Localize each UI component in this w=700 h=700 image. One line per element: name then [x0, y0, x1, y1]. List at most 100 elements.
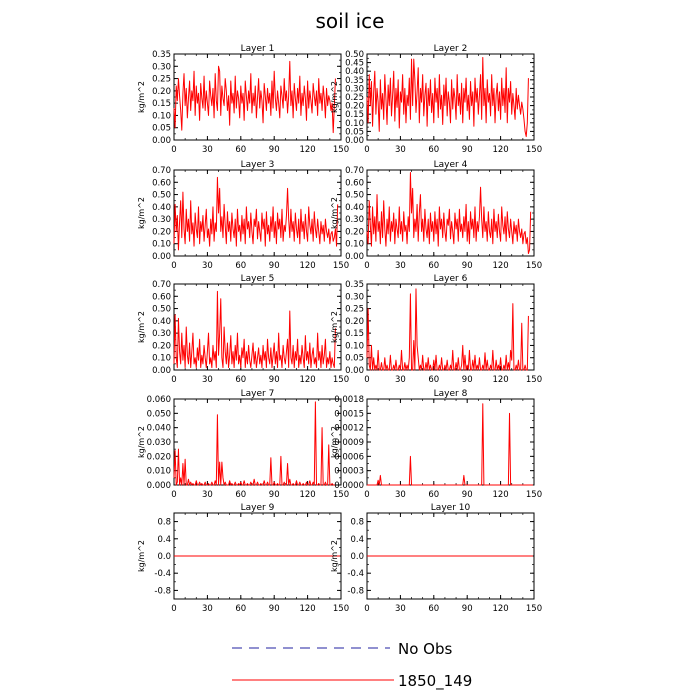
layer-6-series-1850-149: [366, 288, 529, 371]
layer-4-xtick-label: 0: [364, 261, 369, 271]
layer-10-xtick-label: 150: [526, 604, 542, 614]
layer-2-xtick-label: 30: [395, 145, 406, 155]
layer-4-xtick-label: 90: [462, 261, 473, 271]
layer-5-xtick-label: 90: [269, 375, 280, 385]
layer-1-xtick-label: 0: [171, 145, 176, 155]
layer-5-xtick-label: 120: [299, 375, 315, 385]
layer-7-ytick-label: 0.020: [147, 452, 171, 462]
layer-9-ytick-label: 0.0: [157, 552, 171, 562]
layer-8-ytick-label: 0.0009: [334, 438, 364, 448]
layer-10-ytick-label: -0.4: [347, 569, 364, 579]
layer-1-xtick-label: 30: [202, 145, 213, 155]
layer-10-ylabel: kg/m^2: [330, 540, 339, 572]
layer-7-ytick-label: 0.050: [147, 409, 171, 419]
layer-8-ylabel: kg/m^2: [330, 426, 339, 458]
layer-7-xtick-label: 60: [235, 490, 246, 500]
layer-10-xtick-label: 120: [492, 604, 508, 614]
layer-10-ytick-label: 0.0: [350, 552, 364, 562]
layer-9-xtick-label: 0: [171, 604, 176, 614]
layer-10-ytick-label: -0.8: [347, 586, 364, 596]
layer-6-ylabel: kg/m^2: [330, 311, 339, 343]
layer-1-title: Layer 1: [241, 44, 275, 54]
layer-1-panel: Layer 1 kg/m^2 0 30 60 90 120 150 0.00 0.05 0.10 0.…: [137, 44, 349, 155]
layer-4-title: Layer 4: [434, 160, 468, 170]
layer-7-ytick-label: 0.030: [147, 438, 171, 448]
layer-1-ytick-label: 0.00: [152, 136, 171, 146]
layer-9-xtick-label: 60: [235, 604, 246, 614]
layer-1-ylabel: kg/m^2: [137, 81, 146, 113]
layer-6-xtick-label: 0: [364, 375, 369, 385]
layer-3-xtick-label: 60: [235, 261, 246, 271]
layer-2-xtick-label: 0: [364, 145, 369, 155]
layer-8-xtick-label: 90: [462, 490, 473, 500]
layer-8-ytick-label: 0.0015: [334, 409, 364, 419]
layer-9-ytick-label: -0.4: [154, 569, 171, 579]
layer-4-ytick-label: 0.10: [345, 240, 364, 250]
layer-2-ytick-label: 0.00: [345, 136, 364, 146]
figure-title: soil ice: [316, 9, 385, 33]
layer-8-xtick-label: 30: [395, 490, 406, 500]
layer-2-ytick-label: 0.20: [345, 102, 364, 112]
layer-3-xtick-label: 120: [299, 261, 315, 271]
layer-3-series-1850-149: [173, 176, 339, 251]
layer-8-ytick-label: 0.0003: [334, 467, 364, 477]
layer-1-xtick-label: 150: [333, 145, 349, 155]
layer-7-xtick-label: 90: [269, 490, 280, 500]
layer-2-xtick-label: 60: [428, 145, 439, 155]
layer-6-xtick-label: 30: [395, 375, 406, 385]
layer-6-xtick-label: 90: [462, 375, 473, 385]
layer-4-ytick-label: 0.20: [345, 227, 364, 237]
layer-7-ylabel: kg/m^2: [137, 426, 146, 458]
layer-5-series-1850-149: [173, 290, 336, 369]
layer-8-ytick-label: 0.0012: [334, 424, 364, 434]
layer-6-ytick-label: 0.35: [345, 280, 364, 290]
layer-1-xtick-label: 60: [235, 145, 246, 155]
layer-2-xtick-label: 150: [526, 145, 542, 155]
layer-1-ytick-label: 0.35: [152, 50, 171, 60]
layer-8-xtick-label: 150: [526, 490, 542, 500]
layer-4-ytick-label: 0.70: [345, 166, 364, 176]
layer-10-xtick-label: 0: [364, 604, 369, 614]
legend: No Obs 1850_149: [232, 640, 472, 691]
layer-6-ytick-label: 0.00: [345, 366, 364, 376]
layer-9-xtick-label: 90: [269, 604, 280, 614]
layer-4-xtick-label: 150: [526, 261, 542, 271]
layer-2-ytick-label: 0.25: [345, 93, 364, 103]
layer-1-ytick-label: 0.30: [152, 62, 171, 72]
layer-6-xtick-label: 150: [526, 375, 542, 385]
layer-6-xtick-label: 60: [428, 375, 439, 385]
layer-10-ytick-label: 0.8: [350, 518, 364, 528]
layer-9-xtick-label: 120: [299, 604, 315, 614]
layer-2-panel: Layer 2kg/m^20 30 60 90 120 1500.000.050.100.…: [330, 44, 542, 155]
layer-7-xtick-label: 120: [299, 490, 315, 500]
layer-7-xtick-label: 30: [202, 490, 213, 500]
layer-1-xtick-label: 90: [269, 145, 280, 155]
layer-6-ytick-label: 0.25: [345, 305, 364, 315]
layer-5-ytick-label: 0.40: [152, 317, 171, 327]
layer-9-xtick-label: 30: [202, 604, 213, 614]
layer-2-ytick-label: 0.35: [345, 76, 364, 86]
layer-9-ytick-label: -0.8: [154, 586, 171, 596]
layer-2-ytick-label: 0.45: [345, 59, 364, 69]
layer-1-ytick-label: 0.25: [152, 75, 171, 85]
layer-8-ytick-label: 0.0006: [334, 452, 364, 462]
layer-4-ytick-label: 0.40: [345, 203, 364, 213]
layer-5-ytick-label: 0.50: [152, 305, 171, 315]
layer-3-ytick-label: 0.60: [152, 178, 171, 188]
layer-3-ytick-label: 0.50: [152, 191, 171, 201]
layer-6-ytick-label: 0.30: [345, 292, 364, 302]
layer-3-panel: Layer 3 kg/m^2 0 30 60 90 120 150 0.00 0.10 0.20 0.…: [137, 160, 349, 271]
layer-10-ytick-label: 0.4: [350, 535, 364, 545]
layer-7-xtick-label: 150: [333, 490, 349, 500]
legend-no-obs-label: No Obs: [398, 640, 452, 658]
layer-3-xtick-label: 150: [333, 261, 349, 271]
layer-4-panel: Layer 4kg/m^20 30 60 90 120 1500.000.100.200.…: [330, 160, 542, 271]
layer-8-xtick-label: 120: [492, 490, 508, 500]
layer-8-title: Layer 8: [434, 389, 468, 399]
layer-10-xtick-label: 30: [395, 604, 406, 614]
layer-6-panel: Layer 6kg/m^20 30 60 90 120 1500.000.050.100.…: [330, 274, 542, 385]
layer-3-ylabel: kg/m^2: [137, 197, 146, 229]
layer-5-ylabel: kg/m^2: [137, 311, 146, 343]
layer-6-ytick-label: 0.05: [345, 354, 364, 364]
